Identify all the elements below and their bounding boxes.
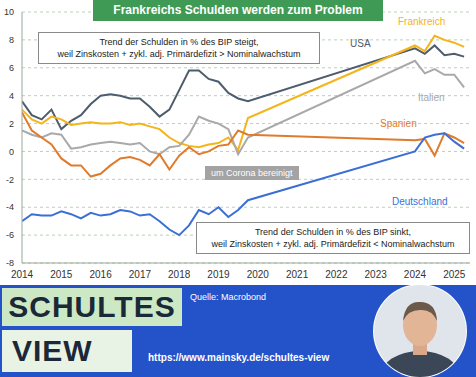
html-text:Quelle: Macrobond: Quelle: Macrobond xyxy=(190,292,266,302)
svg-text:2022: 2022 xyxy=(325,269,348,280)
svg-text:-8: -8 xyxy=(6,258,14,268)
svg-text:-4: -4 xyxy=(6,202,14,212)
svg-text:2014: 2014 xyxy=(11,269,34,280)
html-text:SCHULTES: SCHULTES xyxy=(8,290,176,323)
svg-text:0: 0 xyxy=(9,147,14,157)
html-text:Frankreich: Frankreich xyxy=(398,16,446,27)
svg-text:10: 10 xyxy=(4,7,14,17)
html-text:Spanien: Spanien xyxy=(380,118,417,129)
svg-text:2016: 2016 xyxy=(89,269,112,280)
svg-text:2021: 2021 xyxy=(286,269,309,280)
svg-text:2015: 2015 xyxy=(50,269,73,280)
html-text:https://www.mainsky.de/schulte: https://www.mainsky.de/schultes-view xyxy=(148,352,330,363)
svg-text:2020: 2020 xyxy=(247,269,270,280)
html-text:weil Zinskosten + zykl. adj. P: weil Zinskosten + zykl. adj. Primärdefiz… xyxy=(57,49,301,59)
html-text:weil Zinskosten + zykl. adj. P: weil Zinskosten + zykl. adj. Primärdefiz… xyxy=(211,239,455,249)
svg-text:2023: 2023 xyxy=(365,269,388,280)
html-text:um Corona bereinigt: um Corona bereinigt xyxy=(211,168,293,178)
svg-text:6: 6 xyxy=(9,63,14,73)
html-text:Deutschland: Deutschland xyxy=(392,196,448,207)
svg-text:2019: 2019 xyxy=(207,269,230,280)
html-text:Italien: Italien xyxy=(418,92,445,103)
svg-text:2018: 2018 xyxy=(168,269,191,280)
html-text:VIEW: VIEW xyxy=(12,334,93,367)
html-text:Trend der Schulden in % des BI: Trend der Schulden in % des BIP steigt, xyxy=(99,37,259,47)
svg-text:8: 8 xyxy=(9,35,14,45)
html-text:Trend der Schulden in % des BI: Trend der Schulden in % des BIP sinkt, xyxy=(255,227,411,237)
svg-text:2: 2 xyxy=(9,119,14,129)
html-text:USA: USA xyxy=(350,38,371,49)
html-text:Frankreichs Schulden werden zu: Frankreichs Schulden werden zum Problem xyxy=(113,3,363,17)
svg-text:-2: -2 xyxy=(6,175,14,185)
svg-text:2024: 2024 xyxy=(404,269,427,280)
svg-text:2025: 2025 xyxy=(443,269,466,280)
svg-text:4: 4 xyxy=(9,91,14,101)
svg-text:2017: 2017 xyxy=(129,269,152,280)
svg-text:-6: -6 xyxy=(6,230,14,240)
